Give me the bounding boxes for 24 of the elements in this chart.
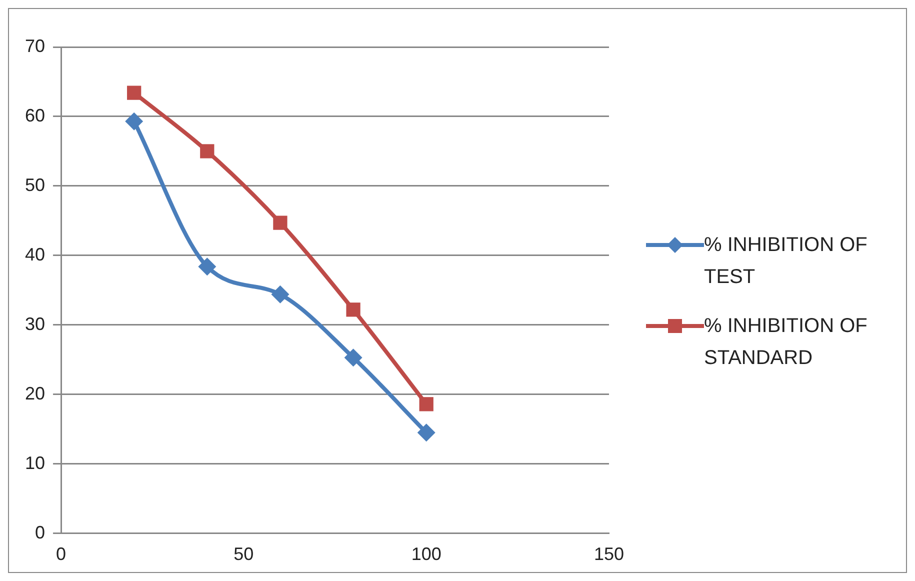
y-tick-label: 40 bbox=[24, 244, 46, 264]
point bbox=[198, 258, 216, 276]
point bbox=[417, 424, 436, 442]
point bbox=[127, 86, 142, 100]
point bbox=[344, 348, 362, 367]
y-tick-label: 50 bbox=[24, 174, 46, 195]
y-tick-label: 20 bbox=[24, 383, 46, 404]
x-tick-label: 150 bbox=[594, 544, 624, 564]
y-tick-label: 10 bbox=[24, 452, 46, 473]
y-tick-label: 60 bbox=[24, 105, 46, 126]
point bbox=[200, 144, 214, 158]
x-tick-label: 100 bbox=[411, 544, 442, 564]
x-tick-label: 0 bbox=[56, 544, 66, 564]
y-tick-label: 70 bbox=[24, 36, 46, 56]
y-tick-label: 0 bbox=[35, 522, 46, 542]
legend-label: % INHIBITION OF STANDARD bbox=[704, 314, 868, 371]
point bbox=[346, 302, 360, 317]
point bbox=[271, 285, 290, 304]
legend-label: % INHIBITION OF TEST bbox=[704, 233, 868, 290]
point bbox=[125, 112, 144, 130]
x-tick-label: 50 bbox=[234, 544, 254, 564]
y-tick-label: 30 bbox=[24, 314, 46, 334]
point bbox=[273, 216, 288, 230]
point bbox=[419, 397, 434, 412]
